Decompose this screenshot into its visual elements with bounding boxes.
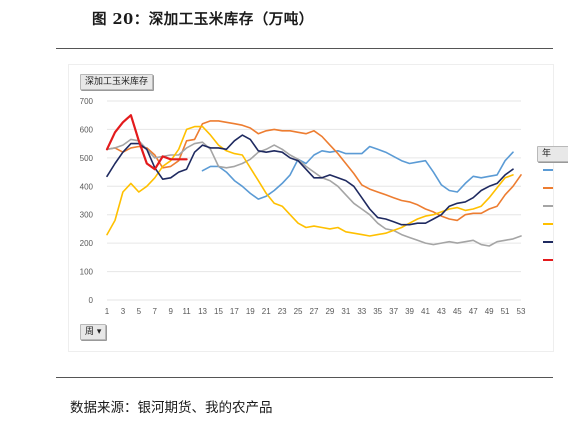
x-tick-label-51: 51: [501, 307, 510, 316]
x-tick-label-21: 21: [262, 307, 271, 316]
series-line-2: [106, 120, 522, 222]
y-tick-label-600: 600: [80, 125, 94, 134]
x-tick-label-41: 41: [421, 307, 430, 316]
x-tick-label-3: 3: [121, 307, 126, 316]
x-tick-label-35: 35: [373, 307, 382, 316]
y-tick-label-300: 300: [80, 211, 94, 220]
series-line-6: [105, 114, 188, 171]
period-filter-dropdown[interactable]: 周 ▾: [80, 324, 107, 340]
figure-title: 图 20：深加工玉米库存（万吨）: [92, 11, 314, 28]
legend-header[interactable]: 年: [537, 146, 568, 162]
source-note: 数据来源：银河期货、我的农产品: [70, 400, 273, 416]
x-tick-label-53: 53: [517, 307, 526, 316]
series-line-5: [106, 134, 514, 226]
x-tick-label-37: 37: [389, 307, 398, 316]
x-tick-label-31: 31: [341, 307, 350, 316]
x-tick-label-47: 47: [469, 307, 478, 316]
x-tick-label-39: 39: [405, 307, 414, 316]
x-tick-label-25: 25: [294, 307, 303, 316]
y-tick-label-400: 400: [80, 182, 94, 191]
x-tick-label-5: 5: [137, 307, 142, 316]
x-tick-label-19: 19: [246, 307, 255, 316]
x-tick-label-13: 13: [198, 307, 207, 316]
x-tick-label-33: 33: [357, 307, 366, 316]
x-tick-label-9: 9: [168, 307, 173, 316]
x-tick-label-17: 17: [230, 307, 239, 316]
x-tick-label-1: 1: [105, 307, 110, 316]
x-tick-label-49: 49: [485, 307, 494, 316]
x-tick-label-29: 29: [325, 307, 334, 316]
x-tick-label-11: 11: [182, 307, 191, 316]
y-tick-label-700: 700: [80, 97, 94, 106]
x-tick-label-43: 43: [437, 307, 446, 316]
y-tick-label-0: 0: [89, 296, 94, 305]
x-tick-label-15: 15: [214, 307, 223, 316]
series-filter-button[interactable]: 深加工玉米库存: [80, 74, 154, 90]
top-rule: [56, 48, 553, 49]
chart-panel: 0 100 200 300 400 500 600 700 1 3 5 7 9 11 13 15 17 19 21…: [68, 64, 568, 352]
y-tick-label-200: 200: [80, 239, 94, 248]
bottom-rule: [56, 377, 553, 378]
y-tick-label-100: 100: [80, 268, 94, 277]
x-tick-label-27: 27: [310, 307, 319, 316]
x-tick-label-45: 45: [453, 307, 462, 316]
x-tick-label-7: 7: [153, 307, 158, 316]
series-line-3: [106, 138, 522, 247]
x-tick-label-23: 23: [278, 307, 287, 316]
y-tick-label-500: 500: [80, 154, 94, 163]
series-line-1: [201, 145, 514, 200]
